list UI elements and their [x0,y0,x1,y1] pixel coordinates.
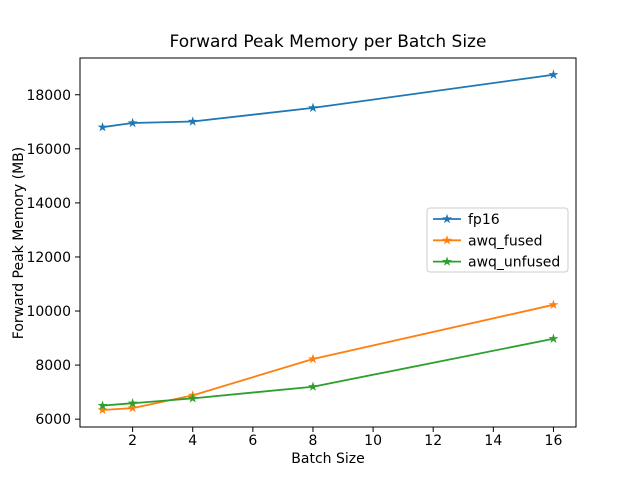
y-axis-label: Forward Peak Memory (MB) [11,147,27,339]
x-tick-label: 14 [484,433,502,449]
x-tick-label: 6 [248,433,257,449]
x-tick-label: 2 [128,433,137,449]
y-tick-label: 14000 [26,196,71,212]
series-marker-fp16 [308,102,318,113]
plot-frame [79,57,577,428]
x-tick-label: 8 [309,433,318,449]
legend-label-fp16: fp16 [468,212,500,228]
series-line-fp16 [101,73,555,129]
legend-box [426,207,569,273]
series-marker-awq_unfused [308,381,318,391]
y-tick-label: 8000 [35,358,71,374]
series-marker-awq_fused [548,299,559,310]
series-marker-awq_unfused [187,393,198,403]
series-marker-fp16 [187,116,198,126]
legend-label-awq_unfused: awq_unfused [468,255,560,271]
legend-label-awq_fused: awq_fused [468,233,543,249]
series-line-awq_unfused [101,337,555,407]
series-line-awq_fused [101,303,555,411]
y-tick-label: 10000 [26,304,71,320]
series-marker-awq_fused [127,402,138,413]
series-marker-awq_fused [308,353,318,364]
y-tick-label: 16000 [26,142,71,158]
series-marker-fp16 [97,122,108,132]
series-marker-awq_unfused [548,333,559,343]
legend-sample-marker-awq_unfused [442,256,452,266]
legend: fp16 awq_fused awq_unfused [426,207,569,273]
x-tick-label: 16 [545,433,563,449]
series-marker-awq_fused [97,404,108,415]
y-tick-label: 18000 [26,88,71,104]
series-marker-awq_unfused [127,398,138,408]
series-marker-fp16 [548,69,559,79]
x-tick-label: 4 [188,433,197,449]
series-marker-fp16 [127,117,138,128]
legend-sample-marker-fp16 [442,213,452,224]
x-axis-label: Batch Size [291,451,364,467]
plot-area: 2 4 6 8 10 12 14 16 6000 8000 10000 12000 14000 16000… [26,57,577,449]
x-tick-label: 10 [364,433,382,449]
legend-sample-marker-awq_fused [442,235,452,245]
y-tick-label: 12000 [26,250,71,266]
x-tick-label: 12 [424,433,442,449]
series-marker-awq_unfused [97,400,108,410]
chart-title: Forward Peak Memory per Batch Size [170,32,487,52]
y-tick-label: 6000 [35,412,71,428]
